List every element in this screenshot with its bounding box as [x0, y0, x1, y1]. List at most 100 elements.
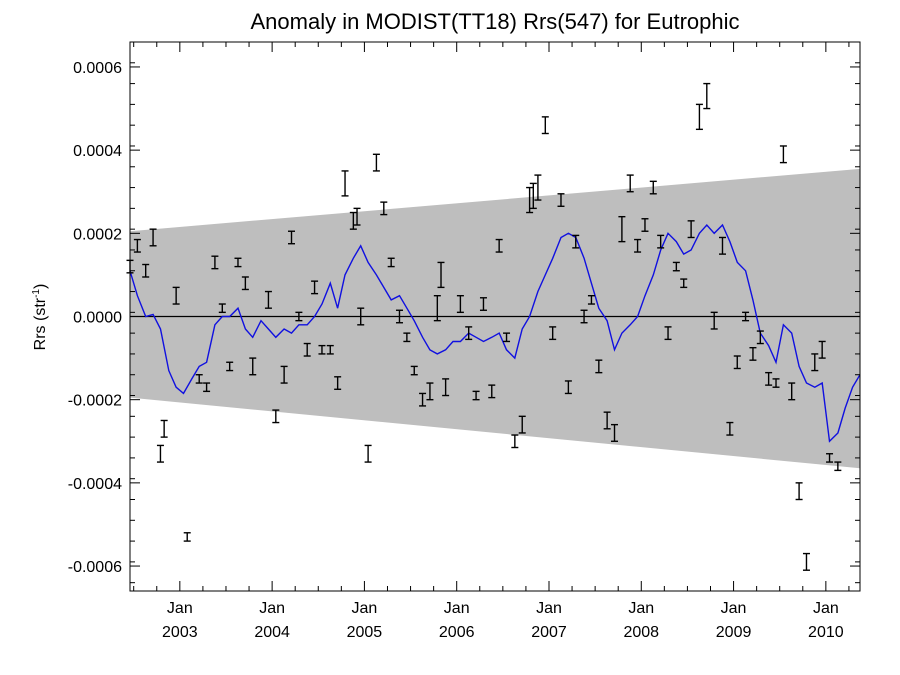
error-bar [657, 234, 665, 249]
y-tick-label: -0.0002 [68, 393, 122, 410]
error-bar [795, 482, 803, 501]
error-bar [634, 238, 642, 253]
error-bar [603, 411, 611, 430]
error-bar [349, 211, 357, 230]
error-bar [564, 380, 572, 395]
error-bar [203, 382, 211, 393]
x-tick-year-label: 2005 [347, 624, 383, 641]
error-bar [465, 326, 473, 341]
x-tick-month-label: Jan [813, 600, 839, 617]
error-bar [788, 382, 796, 401]
error-bar [534, 174, 542, 201]
error-bar [156, 444, 164, 463]
error-bar [311, 280, 319, 295]
error-bar [742, 311, 750, 322]
error-bar [172, 286, 180, 305]
error-bar [160, 419, 168, 438]
anomaly-line [129, 223, 861, 443]
error-bar [529, 182, 537, 210]
error-bar [687, 220, 695, 239]
error-bar [272, 409, 280, 424]
confidence-band [130, 168, 860, 469]
error-bar [341, 170, 349, 197]
error-bar [580, 309, 588, 324]
error-bar [234, 257, 242, 268]
error-bar [526, 186, 534, 214]
error-bar [611, 423, 619, 442]
error-bar [442, 378, 450, 397]
error-bar [426, 382, 434, 401]
error-bar [419, 392, 427, 407]
error-bar [295, 311, 303, 322]
error-bar [226, 361, 234, 372]
error-bar [479, 297, 487, 311]
error-bar [572, 234, 580, 249]
x-tick-year-label: 2004 [254, 624, 290, 641]
x-tick-month-label: Jan [628, 600, 654, 617]
x-tick-year-label: 2009 [716, 624, 752, 641]
error-bar [326, 344, 334, 355]
error-bar [595, 359, 603, 374]
error-bar [395, 309, 403, 324]
error-bar [410, 365, 418, 376]
error-bar [334, 376, 342, 390]
error-bar [495, 238, 503, 253]
error-bar [626, 174, 634, 193]
error-bar [318, 344, 326, 355]
error-bar [703, 82, 711, 110]
chart-title: Anomaly in MODIST(TT18) Rrs(547) for Eut… [250, 9, 739, 34]
y-tick-label: 0.0002 [73, 226, 122, 243]
x-tick-month-label: Jan [536, 600, 562, 617]
error-bar [353, 207, 361, 226]
error-bar [380, 201, 388, 216]
error-bar [826, 453, 834, 463]
error-bar [680, 278, 688, 289]
x-tick-year-label: 2003 [162, 624, 198, 641]
error-bar [264, 290, 272, 309]
error-bar [288, 230, 296, 245]
x-tick-month-label: Jan [444, 600, 470, 617]
error-bar [557, 193, 565, 207]
error-bar [183, 532, 191, 542]
error-bar [695, 103, 703, 131]
x-tick-year-label: 2007 [531, 624, 567, 641]
error-bar [779, 145, 787, 164]
x-tick-month-label: Jan [352, 600, 378, 617]
x-tick-month-label: Jan [259, 600, 285, 617]
y-axis-label: Rrs (str-1) [31, 284, 49, 351]
error-bar [387, 257, 395, 268]
y-tick-label: 0.0004 [73, 143, 122, 160]
y-tick-label: -0.0006 [68, 559, 122, 576]
error-bar [811, 353, 819, 372]
error-bar [488, 384, 496, 399]
error-bar [456, 295, 464, 314]
error-bar [772, 378, 780, 388]
error-bar [211, 255, 219, 270]
error-bar [195, 374, 203, 384]
error-bar [756, 330, 764, 345]
x-tick-year-label: 2010 [808, 624, 844, 641]
error-bar [672, 261, 680, 272]
x-tick-month-label: Jan [167, 600, 193, 617]
error-bar [372, 153, 380, 172]
error-bar [649, 180, 657, 195]
y-axis-label-sup: -1 [31, 289, 42, 298]
error-bar [218, 303, 226, 314]
error-bar [834, 461, 842, 472]
error-bar [249, 357, 257, 376]
y-axis-label-close: ) [32, 284, 49, 289]
y-tick-label: -0.0004 [68, 476, 122, 493]
error-bar [149, 228, 157, 247]
error-bar [303, 342, 311, 357]
x-tick-year-label: 2008 [623, 624, 659, 641]
error-bar [641, 218, 649, 232]
x-tick-month-label: Jan [721, 600, 747, 617]
error-bar [280, 365, 288, 384]
error-bar [710, 311, 718, 330]
error-bar [241, 276, 249, 291]
error-bar [818, 340, 826, 359]
error-bar [718, 236, 726, 255]
error-bar [403, 332, 411, 343]
error-bar [765, 371, 773, 386]
